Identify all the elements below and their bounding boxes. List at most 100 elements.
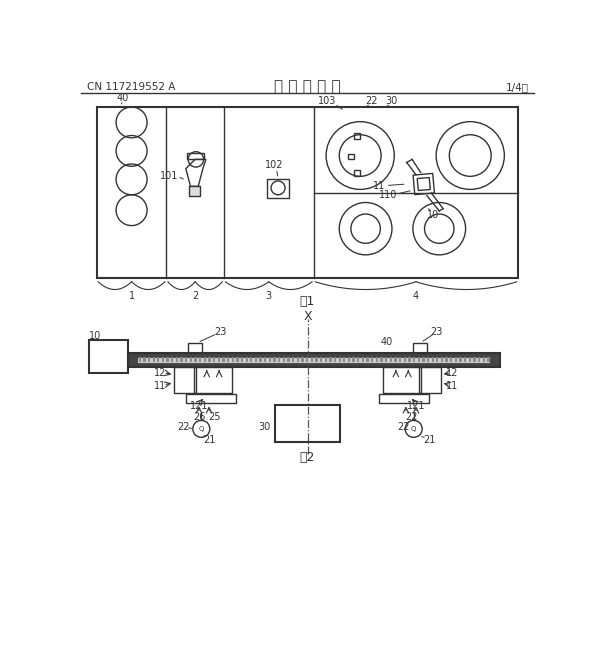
Bar <box>174 367 196 393</box>
Text: 25: 25 <box>208 411 221 422</box>
Bar <box>334 357 336 362</box>
Bar <box>227 357 229 362</box>
Bar <box>464 357 466 362</box>
Bar <box>292 357 295 362</box>
Bar <box>329 357 332 362</box>
Bar <box>379 394 429 404</box>
Bar <box>278 357 280 362</box>
Text: 26: 26 <box>193 411 205 422</box>
Text: 图1: 图1 <box>300 295 315 308</box>
Bar <box>275 405 340 442</box>
Bar <box>431 357 434 362</box>
Bar <box>267 179 289 198</box>
Bar <box>222 357 224 362</box>
Bar <box>89 340 128 373</box>
Bar <box>413 343 427 353</box>
Bar <box>338 357 341 362</box>
Bar <box>469 357 471 362</box>
Text: 121: 121 <box>190 400 208 411</box>
Text: 4: 4 <box>413 291 419 301</box>
Bar <box>255 357 257 362</box>
Bar <box>139 357 141 362</box>
Bar <box>162 357 164 362</box>
Bar <box>188 343 202 353</box>
Text: 11: 11 <box>154 381 166 391</box>
Text: 12: 12 <box>446 367 458 378</box>
Bar <box>383 367 421 393</box>
Text: 102: 102 <box>265 160 283 170</box>
Bar <box>371 357 373 362</box>
Text: 30: 30 <box>259 422 271 432</box>
Bar <box>259 357 262 362</box>
Bar <box>203 357 206 362</box>
Bar <box>357 357 359 362</box>
Bar <box>455 357 457 362</box>
Text: 说 明 书 附 图: 说 明 书 附 图 <box>274 80 341 95</box>
Bar <box>394 357 397 362</box>
Bar <box>148 357 150 362</box>
Bar <box>213 357 215 362</box>
Bar <box>413 357 415 362</box>
Bar <box>389 357 392 362</box>
Text: 40: 40 <box>380 337 392 347</box>
Bar <box>445 357 448 362</box>
Bar <box>325 357 327 362</box>
Bar <box>274 357 276 362</box>
Bar <box>137 356 490 363</box>
Text: 10: 10 <box>89 332 101 341</box>
Text: 11: 11 <box>446 381 458 391</box>
Text: 101: 101 <box>160 171 179 181</box>
Text: Q: Q <box>411 426 416 432</box>
Bar <box>482 357 485 362</box>
Bar <box>478 357 481 362</box>
Bar <box>418 357 420 362</box>
Bar <box>194 357 197 362</box>
Bar <box>376 357 378 362</box>
Bar <box>287 357 290 362</box>
Bar <box>181 357 183 362</box>
Bar <box>176 357 178 362</box>
Bar <box>419 367 441 393</box>
Text: 图2: 图2 <box>300 451 315 464</box>
Bar <box>296 357 299 362</box>
Bar <box>236 357 239 362</box>
Bar <box>269 357 271 362</box>
Text: Q: Q <box>199 426 204 432</box>
Bar <box>343 357 346 362</box>
Bar <box>189 187 200 196</box>
Text: 23: 23 <box>431 327 443 337</box>
Bar <box>194 367 232 393</box>
Text: 103: 103 <box>317 96 336 106</box>
Text: 22: 22 <box>405 411 418 422</box>
Bar <box>190 357 192 362</box>
Bar <box>460 357 462 362</box>
Bar <box>315 357 317 362</box>
Bar <box>348 357 350 362</box>
Bar <box>97 107 518 278</box>
Text: 110: 110 <box>379 190 397 200</box>
Bar <box>250 357 253 362</box>
Bar <box>208 357 211 362</box>
Bar <box>186 394 236 404</box>
Bar <box>354 133 360 139</box>
Text: 23: 23 <box>215 327 227 337</box>
Bar <box>171 357 173 362</box>
Bar <box>311 357 313 362</box>
Bar <box>385 357 388 362</box>
Text: 3: 3 <box>266 291 272 301</box>
Text: 21: 21 <box>203 435 215 445</box>
Bar <box>306 357 308 362</box>
Bar <box>241 357 243 362</box>
Bar <box>348 154 354 159</box>
Bar <box>399 357 401 362</box>
Text: CN 117219552 A: CN 117219552 A <box>86 82 175 92</box>
Bar <box>441 357 443 362</box>
Text: 40: 40 <box>117 93 129 103</box>
Bar <box>427 357 429 362</box>
Bar <box>166 357 169 362</box>
Text: 30: 30 <box>385 96 397 106</box>
Bar <box>199 357 202 362</box>
Bar <box>450 357 452 362</box>
Bar <box>143 357 146 362</box>
Bar <box>487 357 490 362</box>
